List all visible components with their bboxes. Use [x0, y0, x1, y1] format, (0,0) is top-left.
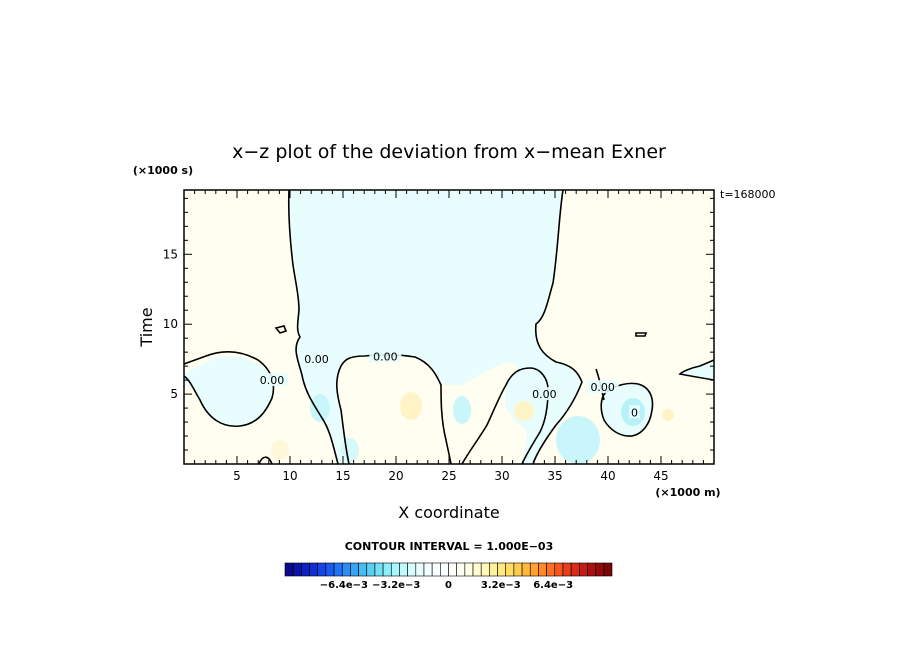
contour-label-bg: [300, 352, 333, 366]
colorbar-swatch: [366, 562, 376, 577]
colorbar-swatch: [431, 562, 441, 577]
contour-labels: 0.00 0.00 0.00 0.00 0.00 0: [255, 349, 640, 419]
colorbar-swatch: [480, 562, 490, 577]
contour-label-bg: [528, 387, 561, 401]
positive-anomaly: [662, 409, 674, 421]
colorbar-swatch: [350, 562, 359, 577]
x-tick-label: 40: [600, 469, 615, 483]
colorbar-tick-label: 6.4e−3: [533, 580, 573, 591]
colorbar-swatch: [341, 562, 351, 577]
colorbar-swatch: [407, 562, 417, 577]
contour-label: 0.00: [260, 374, 285, 387]
contour-label-bg: [255, 373, 288, 387]
colorbar-swatch: [538, 562, 547, 577]
colorbar-swatch: [562, 562, 572, 577]
colorbar-swatch: [554, 562, 564, 577]
colorbar: [284, 562, 613, 577]
x-axis-label: X coordinate: [398, 503, 499, 522]
colorbar-tick-label: 0: [445, 580, 452, 591]
positive-anomaly: [271, 440, 289, 460]
colorbar-swatch: [292, 562, 302, 577]
colorbar-swatch: [325, 562, 335, 577]
colorbar-swatch: [472, 562, 482, 577]
colorbar-swatch: [464, 562, 474, 577]
contour-label: 0.00: [304, 353, 329, 366]
contour-label-bg: [629, 405, 640, 419]
negative-anomaly: [453, 396, 471, 424]
negative-anomaly: [341, 438, 359, 462]
colorbar-swatch: [358, 562, 368, 577]
colorbar-swatch: [529, 562, 539, 577]
x-tick-label: 5: [233, 469, 241, 483]
x-tick-label: 10: [282, 469, 297, 483]
negative-anomaly: [556, 416, 600, 464]
colorbar-tick-label: 3.2e−3: [481, 580, 521, 591]
contour-label: 0: [631, 406, 638, 419]
x-tick-label: 20: [388, 469, 403, 483]
colorbar-tick-label: −3.2e−3: [372, 580, 420, 591]
y-tick-label: 15: [163, 247, 178, 261]
colorbar-swatch: [587, 562, 596, 577]
negative-region-center: [288, 190, 582, 464]
axis-ticks: [184, 190, 714, 464]
negative-anomaly: [310, 394, 330, 422]
contour-label: 0.00: [532, 388, 557, 401]
positive-anomaly: [400, 392, 422, 420]
x-tick-labels: 5 10 15 20 25 30 35 40 45: [233, 469, 668, 483]
x-tick-label: 35: [547, 469, 562, 483]
chart-title: x−z plot of the deviation from x−mean Ex…: [232, 141, 666, 163]
x-tick-label: 15: [335, 469, 350, 483]
positive-anomaly: [514, 401, 534, 421]
colorbar-swatch: [505, 562, 515, 577]
y-tick-labels: 5 10 15: [163, 247, 178, 401]
colorbar-swatch: [382, 562, 392, 577]
x-tick-label: 45: [653, 469, 668, 483]
contour-interval-label: CONTOUR INTERVAL = 1.000E−03: [345, 540, 554, 553]
colorbar-swatch: [578, 562, 588, 577]
colorbar-swatch: [284, 562, 294, 577]
colorbar-swatch: [546, 562, 556, 577]
colorbar-swatch: [456, 562, 466, 577]
y-axis-units: (×1000 s): [133, 164, 193, 177]
colorbar-swatch: [497, 562, 507, 577]
colorbar-swatch: [399, 562, 408, 577]
colorbar-swatch: [513, 562, 523, 577]
colorbar-swatch: [489, 562, 498, 577]
colorbar-swatch: [603, 562, 613, 577]
colorbar-swatch: [317, 562, 327, 577]
colorbar-swatch: [301, 562, 310, 577]
colorbar-swatch: [333, 562, 343, 577]
colorbar-tick-label: −6.4e−3: [320, 580, 368, 591]
contour-label: 0.00: [590, 381, 615, 394]
x-axis-units: (×1000 m): [655, 486, 720, 499]
colorbar-swatch: [423, 562, 433, 577]
colorbar-labels: −6.4e−3 −3.2e−3 0 3.2e−3 6.4e−3: [320, 580, 573, 591]
y-axis-label: Time: [137, 307, 156, 347]
time-label: t=168000: [720, 188, 776, 201]
x-tick-label: 30: [494, 469, 509, 483]
colorbar-swatch: [390, 562, 400, 577]
colorbar-swatch: [440, 562, 449, 577]
colorbar-swatch: [595, 562, 605, 577]
y-tick-label: 5: [170, 387, 178, 401]
contour-label-bg: [369, 349, 402, 363]
zero-contours: [184, 190, 714, 464]
colorbar-swatch: [448, 562, 457, 577]
plot-area: [183, 189, 715, 465]
colorbar-swatch: [570, 562, 580, 577]
colorbar-swatch: [374, 562, 384, 577]
y-tick-label: 10: [163, 317, 178, 331]
contour-label: 0.00: [373, 350, 398, 363]
colorbar-swatch: [521, 562, 531, 577]
colorbar-swatch: [309, 562, 318, 577]
negative-region-left: [184, 356, 274, 427]
contour-label-bg: [586, 380, 619, 394]
x-tick-label: 25: [441, 469, 456, 483]
colorbar-swatch: [415, 562, 425, 577]
